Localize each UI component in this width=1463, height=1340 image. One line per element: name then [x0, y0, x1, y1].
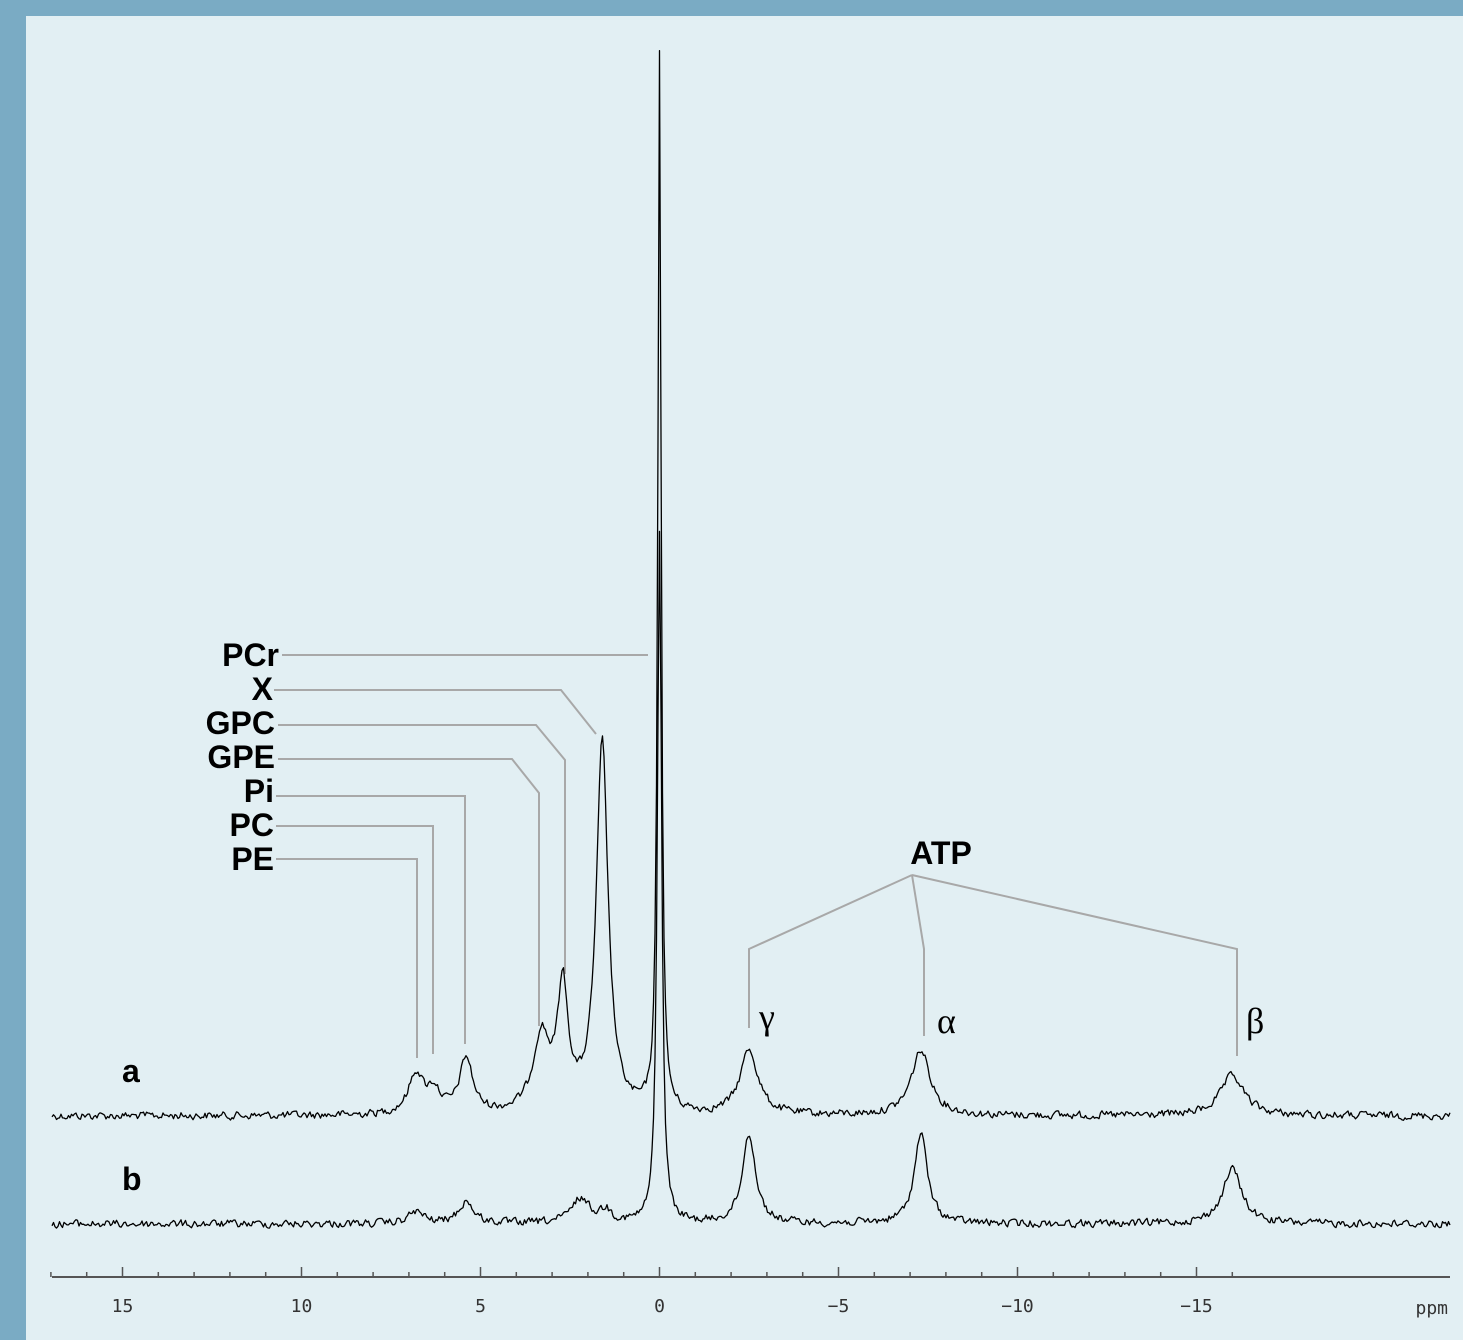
x-tick-label: −10: [1001, 1296, 1034, 1317]
x-tick-label: 0: [654, 1296, 665, 1317]
leader-line-x: [274, 689, 597, 735]
leader-line-gpc: [278, 724, 566, 974]
atp-alpha-label: α: [937, 1001, 956, 1041]
leader-line-pc: [276, 825, 434, 1054]
peak-leader-lines: [274, 654, 1238, 1058]
leader-line-pe: [276, 858, 418, 1058]
spectrum-traces: ab: [51, 49, 1451, 1229]
atp-leader-alpha: [911, 874, 925, 1036]
series-label-b: b: [122, 1161, 142, 1197]
atp-leader-beta: [911, 874, 1238, 1056]
atp-group-label: ATP: [910, 835, 972, 871]
x-tick-label: 5: [475, 1296, 486, 1317]
peak-label-pcr: PCr: [222, 637, 279, 673]
peak-label-x: X: [252, 671, 274, 707]
peak-label-pi: Pi: [244, 773, 274, 809]
series-label-a: a: [122, 1053, 140, 1089]
x-axis: 15 10 5 0 −5 −10 −15 ppm: [50, 1267, 1450, 1319]
x-tick-label: −15: [1180, 1296, 1213, 1317]
atp-gamma-label: γ: [758, 997, 775, 1037]
peak-label-pe: PE: [231, 841, 274, 877]
x-tick-label: 15: [112, 1296, 134, 1317]
x-tick-label: 10: [291, 1296, 313, 1317]
leader-line-gpe: [278, 758, 540, 1026]
spectrum-trace-b: [51, 530, 1451, 1229]
atp-leader-gamma: [748, 874, 913, 1028]
peak-label-gpc: GPC: [206, 705, 275, 741]
atp-beta-label: β: [1246, 1001, 1264, 1041]
x-tick-label: −5: [828, 1296, 850, 1317]
leader-line-pi: [276, 795, 466, 1044]
peak-label-gpe: GPE: [207, 739, 275, 775]
peak-label-pc: PC: [230, 807, 274, 843]
spectrum-trace-a: [51, 49, 1451, 1121]
x-axis-unit-label: ppm: [1415, 1298, 1448, 1319]
